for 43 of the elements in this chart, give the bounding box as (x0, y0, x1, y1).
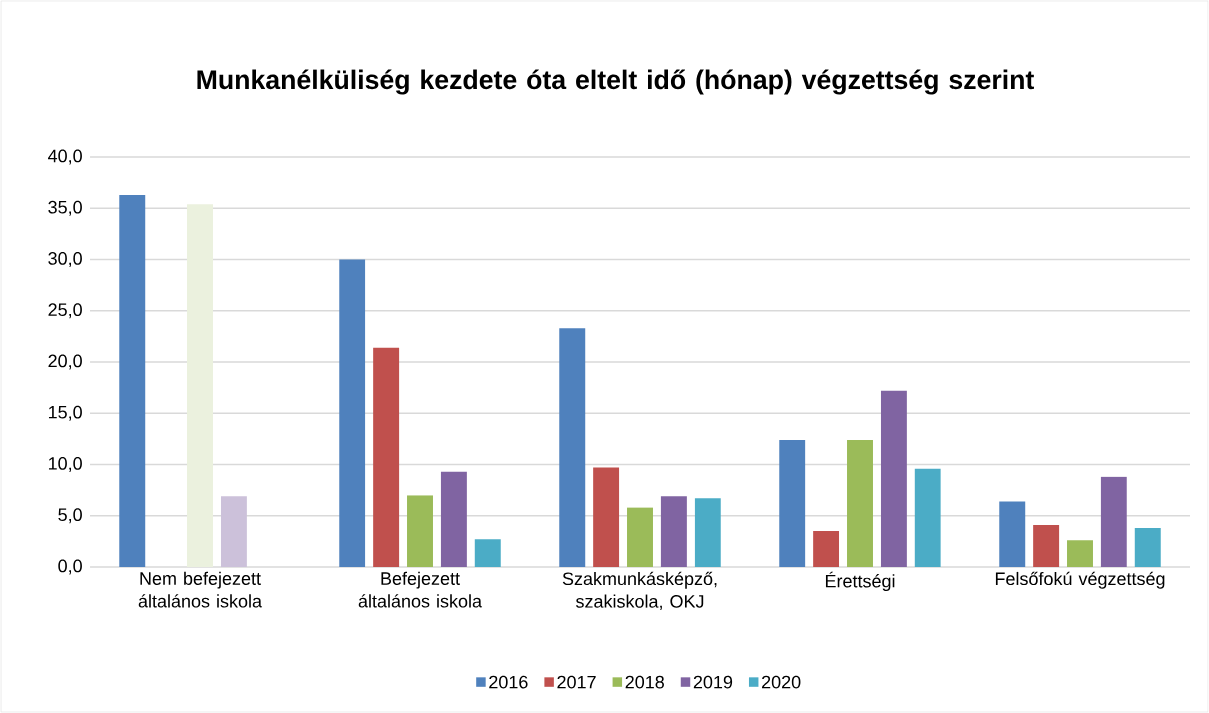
bar (999, 501, 1026, 567)
legend-label: 2018 (625, 675, 664, 689)
y-tick-label: 35,0 (48, 200, 82, 216)
bar (847, 439, 873, 567)
x-tick-label: Szakmunkásképző, szakiskola, OKJ (562, 571, 717, 610)
bar (474, 539, 501, 567)
bar (627, 507, 653, 567)
bar (914, 468, 941, 567)
bar (1033, 524, 1060, 567)
y-tick-label: 25,0 (48, 303, 82, 319)
legend-label: 2017 (557, 675, 596, 689)
legend-label: 2020 (762, 675, 801, 689)
bar (1067, 540, 1093, 567)
bar (880, 390, 907, 567)
bar (407, 495, 433, 567)
x-tick-label: Befejezett általános iskola (358, 571, 483, 608)
legend-label: 2016 (489, 675, 528, 689)
bar (813, 531, 840, 567)
bar (220, 496, 247, 567)
bar (440, 471, 467, 567)
y-tick-label: 10,0 (48, 457, 82, 472)
y-tick-label: 30,0 (48, 252, 82, 267)
bar (559, 328, 586, 567)
bar (1100, 476, 1127, 567)
bar (339, 259, 366, 567)
legend-label: 2019 (693, 675, 733, 689)
bar (187, 204, 213, 567)
bar (1134, 528, 1161, 567)
y-tick-label: 0,0 (58, 559, 82, 575)
bar (694, 498, 721, 567)
bar (373, 347, 400, 567)
y-tick-label: 5,0 (58, 508, 82, 524)
y-tick-label: 40,0 (48, 149, 82, 165)
bar (593, 467, 620, 567)
bar (119, 194, 146, 567)
bar (779, 439, 806, 567)
chart-title: Munkanélküliség kezdete óta eltelt idő (hónap) végzettség szerint (197, 69, 1035, 95)
y-tick-label: 20,0 (48, 354, 82, 370)
bar (660, 496, 687, 567)
x-tick-label: Felsőfokú végzettség (995, 571, 1165, 589)
x-tick-label: Érettségi (825, 571, 895, 592)
x-tick-label: Nem befejezett általános iskola (138, 571, 263, 608)
y-tick-label: 15,0 (48, 405, 82, 421)
